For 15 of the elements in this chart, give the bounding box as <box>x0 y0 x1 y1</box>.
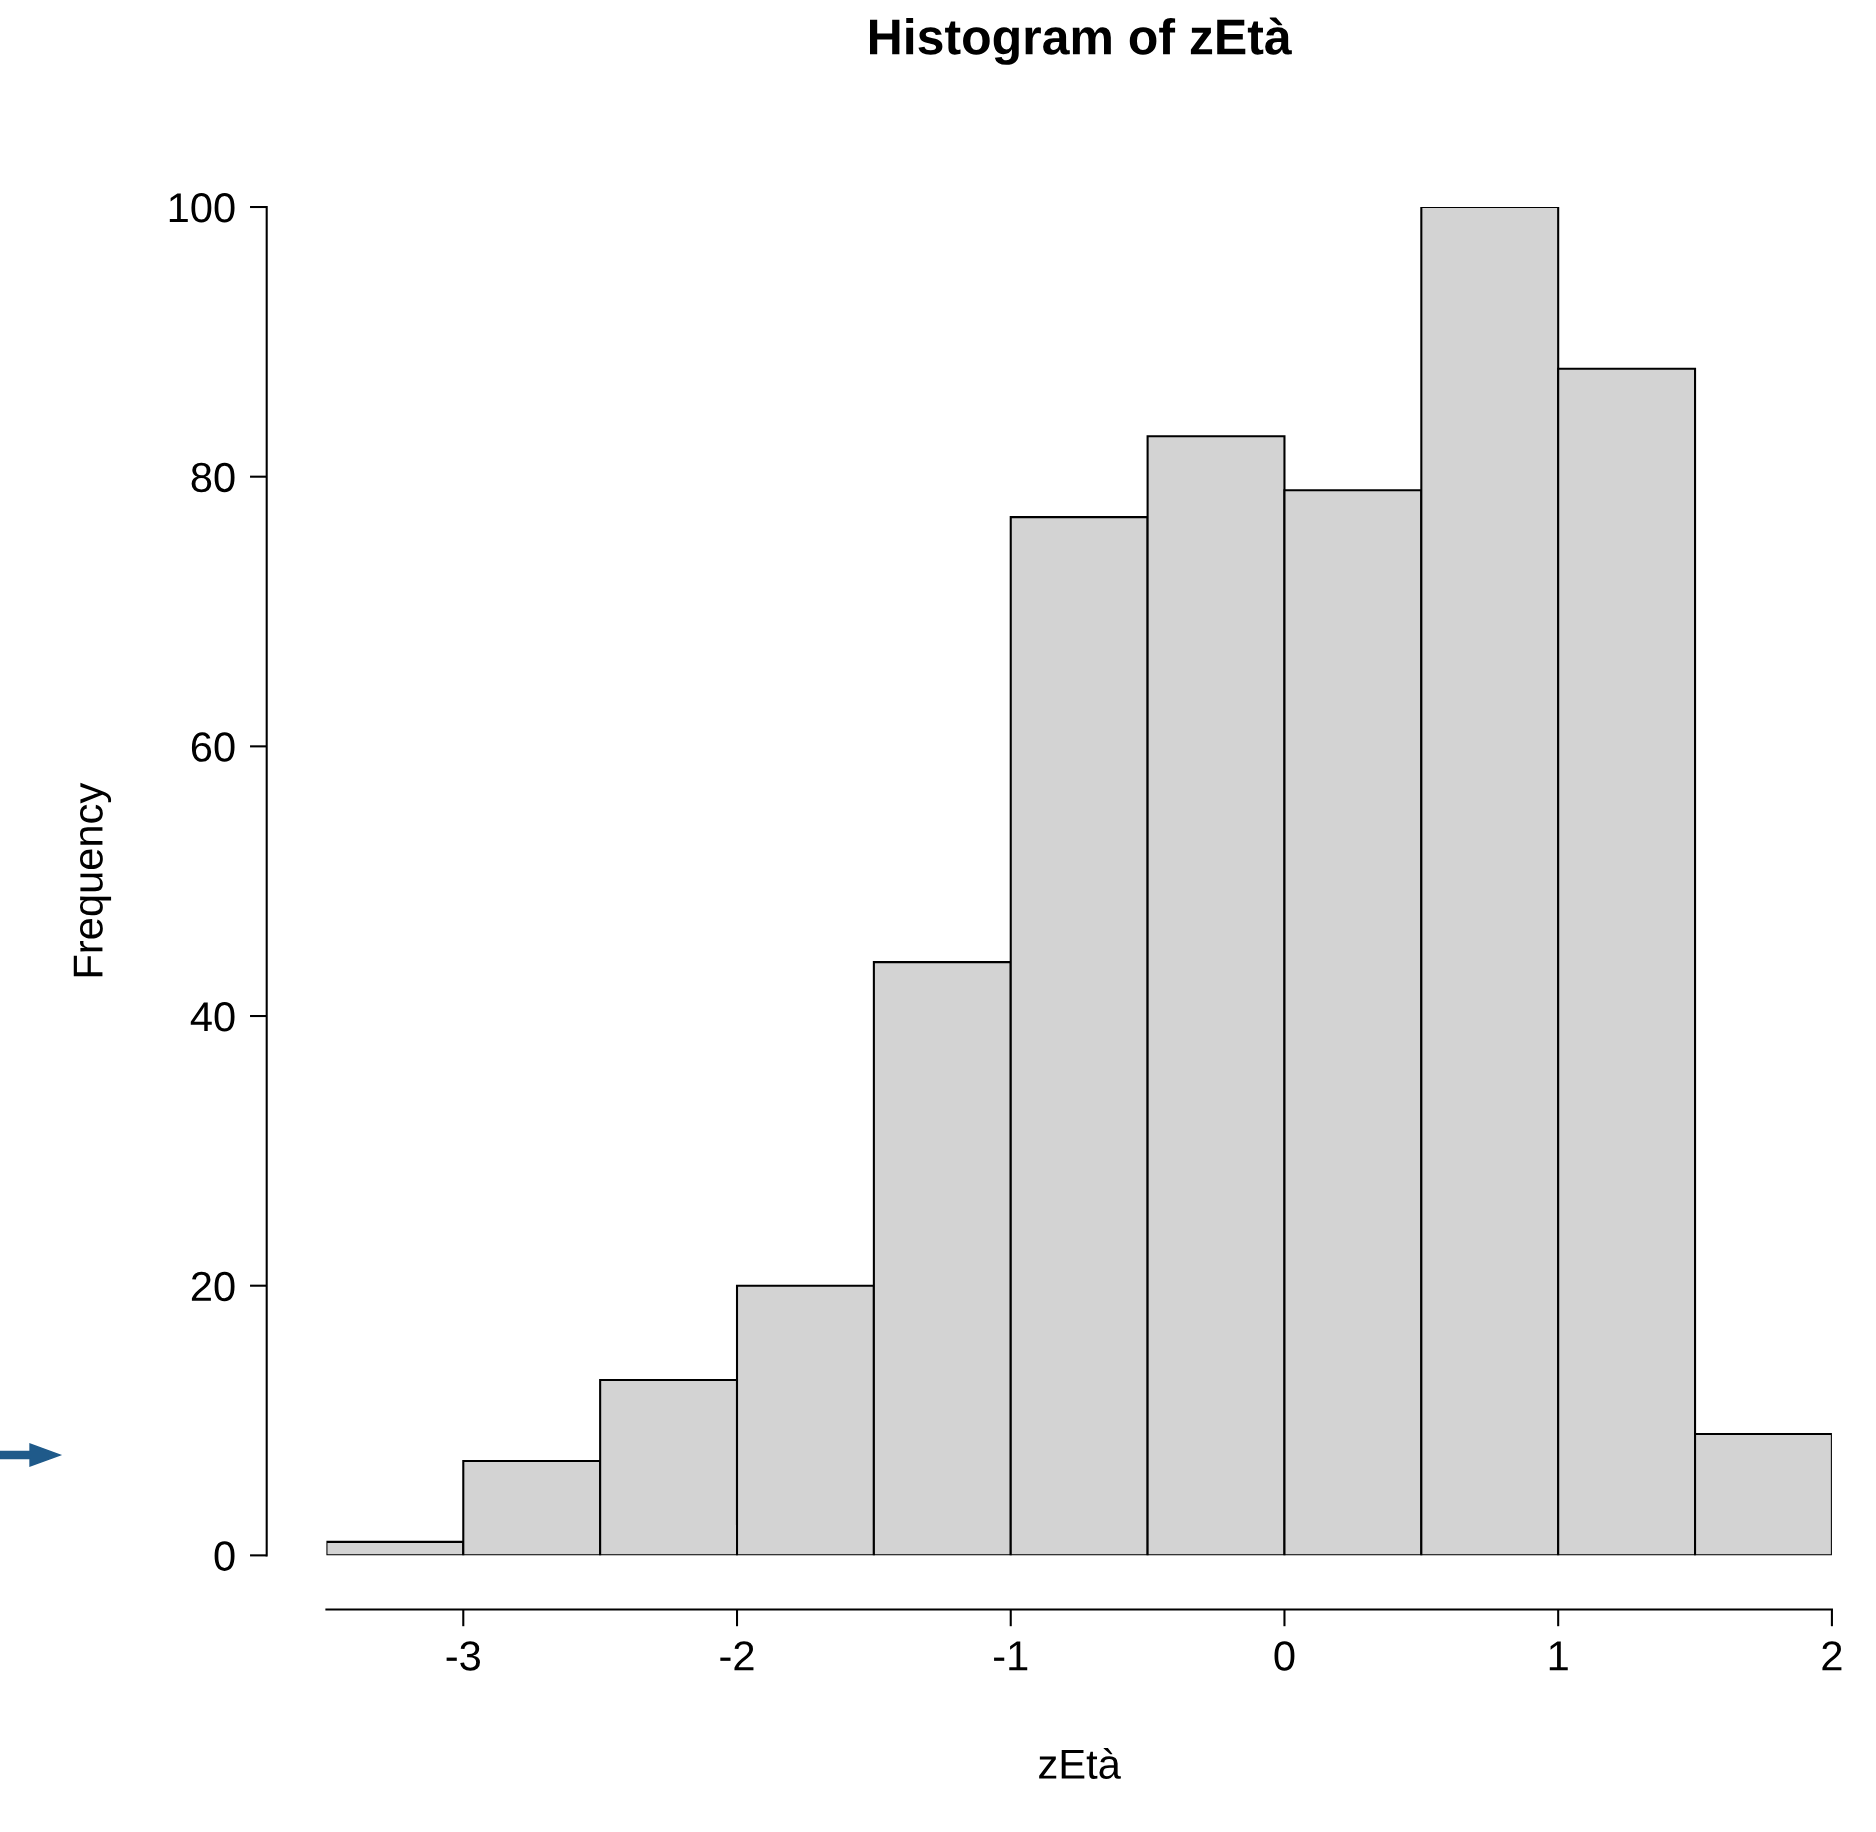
y-tick-label: 80 <box>191 462 235 493</box>
x-tick-label: -3 <box>446 1641 480 1671</box>
x-tick-label: -1 <box>994 1641 1028 1671</box>
x-tick-label: -2 <box>720 1641 754 1671</box>
x-axis-title: zEtà <box>1039 1747 1121 1779</box>
y-tick-label: 40 <box>190 1002 235 1032</box>
x-tick-label: 2 <box>1822 1641 1842 1671</box>
y-axis-title: Frequency <box>73 782 112 977</box>
chart-title: Histogram of zEtà <box>870 17 1292 65</box>
y-tick-label: 100 <box>169 193 235 223</box>
y-tick-label: 20 <box>191 1271 235 1302</box>
x-tick-label: 0 <box>1274 1641 1295 1671</box>
y-tick-label: 0 <box>214 1541 235 1571</box>
x-tick-label: 1 <box>1549 1641 1568 1671</box>
y-tick-label: 60 <box>191 732 235 762</box>
